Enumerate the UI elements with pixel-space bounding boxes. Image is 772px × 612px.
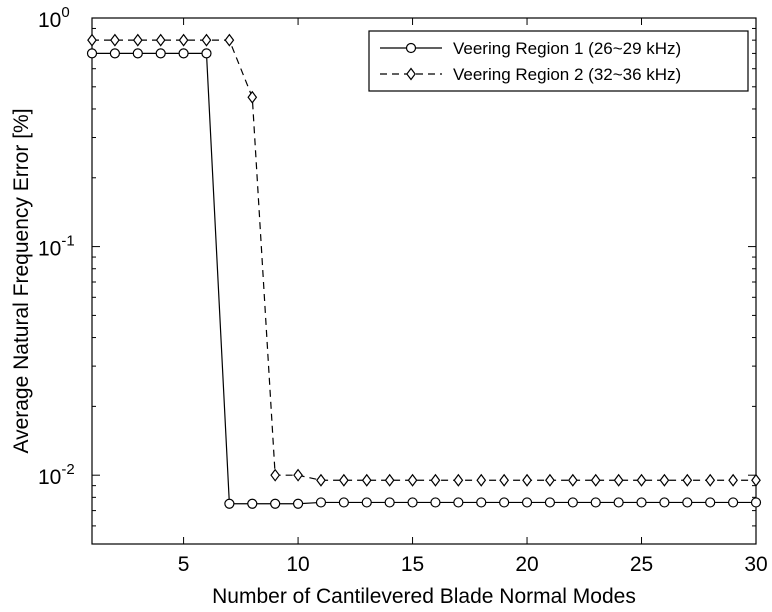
series-2-point — [590, 473, 601, 487]
series-2-point — [567, 473, 578, 487]
y-tick-label: 10-2 — [38, 461, 75, 489]
series-1-point — [384, 497, 395, 508]
series-1-line — [92, 52, 756, 505]
series-2-point — [476, 473, 487, 487]
series-1-point — [361, 497, 372, 508]
series-2-point — [87, 33, 97, 47]
legend-marker-series-1 — [405, 42, 417, 54]
series-2-point — [338, 473, 349, 487]
series-1-point — [315, 497, 327, 508]
series-2-point — [178, 33, 189, 47]
series-1-point — [682, 497, 693, 508]
x-axis-ticks: 5 10 15 20 25 30 — [178, 18, 768, 576]
series-1-point — [109, 48, 120, 59]
series-2-point — [361, 473, 372, 487]
series-1-point — [292, 498, 304, 509]
legend-label-series-1: Veering Region 1 (26~29 kHz) — [453, 39, 681, 58]
series-2-point — [110, 33, 120, 47]
series-1 — [86, 48, 762, 509]
series-1-point — [659, 497, 670, 508]
series-1-point — [132, 48, 143, 59]
series-1-point — [567, 497, 578, 508]
series-1-point — [270, 498, 281, 509]
series-2-point — [247, 90, 258, 104]
series-2-point — [430, 473, 441, 487]
x-tick-label: 20 — [515, 553, 538, 576]
series-2-point — [201, 33, 212, 47]
x-tick-label: 10 — [286, 553, 309, 576]
series-1-point — [728, 497, 739, 508]
legend: Veering Region 1 (26~29 kHz) Veering Reg… — [368, 30, 749, 92]
series-2 — [87, 33, 761, 487]
series-1-point — [201, 48, 212, 59]
series-1-point — [750, 497, 762, 508]
y-tick-label: 100 — [38, 4, 70, 32]
legend-marker-series-2 — [406, 67, 416, 81]
series-1-point — [155, 48, 166, 59]
series-1-point — [613, 497, 624, 508]
legend-label-series-2: Veering Region 2 (32~36 kHz) — [453, 65, 681, 84]
x-tick-label: 15 — [401, 553, 424, 576]
series-2-point — [659, 473, 670, 487]
x-axis-label: Number of Cantilevered Blade Normal Mode… — [212, 585, 636, 608]
x-tick-label: 5 — [178, 553, 190, 576]
series-2-point — [522, 473, 532, 487]
series-2-point — [407, 473, 418, 487]
series-2-point — [728, 473, 738, 487]
plot-area-frame — [91, 17, 757, 545]
y-axis-ticks: 10-2 10-1 100 — [38, 4, 756, 545]
series-2-point — [705, 473, 716, 487]
series-1-point — [430, 497, 441, 508]
series-2-point — [270, 468, 281, 482]
series-2-point — [293, 468, 303, 482]
series-layer — [86, 33, 762, 509]
series-2-point — [545, 473, 555, 487]
series-1-point — [590, 497, 601, 508]
series-2-point — [751, 473, 761, 487]
series-2-point — [155, 33, 166, 47]
series-1-point — [705, 497, 716, 508]
series-2-point — [613, 473, 624, 487]
series-1-point — [247, 498, 258, 509]
series-1-point — [453, 497, 464, 508]
series-2-point — [682, 473, 693, 487]
legend-box — [368, 30, 749, 92]
series-2-line — [92, 39, 756, 481]
series-1-point — [476, 497, 487, 508]
series-1-point — [499, 497, 510, 508]
series-2-point — [636, 473, 647, 487]
series-2-point — [132, 33, 143, 47]
y-tick-label: 10-1 — [38, 233, 75, 261]
x-tick-label: 25 — [630, 553, 653, 576]
series-2-point — [316, 473, 326, 487]
series-1-point — [178, 48, 189, 59]
series-2-point — [453, 473, 464, 487]
series-2-point — [384, 473, 395, 487]
series-1-point — [86, 48, 98, 59]
series-2-point — [224, 33, 235, 47]
series-1-point — [407, 497, 418, 508]
x-tick-label: 30 — [744, 553, 767, 576]
series-1-point — [338, 497, 349, 508]
series-2-point — [499, 473, 510, 487]
y-axis-label: Average Natural Frequency Error [%] — [10, 108, 33, 453]
legend-items — [380, 42, 442, 81]
series-1-point — [224, 498, 235, 509]
series-1-point — [544, 497, 556, 508]
series-1-point — [636, 497, 647, 508]
series-1-point — [521, 497, 533, 508]
